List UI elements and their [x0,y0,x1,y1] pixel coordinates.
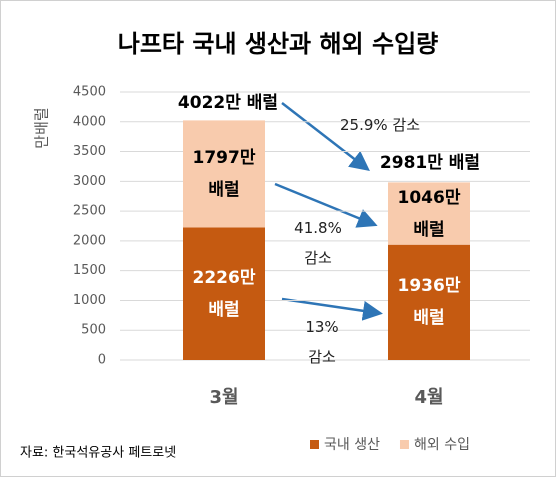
y-tick-label: 1000 [73,293,106,308]
legend-swatch [310,440,319,449]
value-label: 1046만 배럴 [397,187,461,240]
value-label: 1936만 배럴 [397,276,461,329]
y-tick-label: 3500 [73,144,106,159]
legend-swatch [399,440,409,449]
total-label: 4022만 배럴 [177,93,279,113]
bar-segment [388,244,470,360]
y-tick-label: 2000 [73,233,106,248]
bar-segment [183,120,265,228]
y-tick-label: 3000 [73,174,106,189]
y-tick-label: 1500 [73,263,106,278]
total-label: 2981만 배럴 [379,153,481,173]
source: 자료: 한국석유공사 페트로넷 [20,446,176,461]
y-tick-label: 4500 [73,85,106,100]
bar-segment [183,227,265,360]
chart-title: 나프타 국내 생산과 해외 수입량 [118,30,438,58]
arrows [274,102,383,321]
annotation: 41.8% 감소 [294,219,342,267]
bar-segment [388,182,470,245]
legend-label: 국내 생산 [324,437,380,453]
annotation: 13% 감소 [305,318,339,366]
value-label: 1797만 배럴 [192,147,256,200]
value-label: 2226만 배럴 [192,267,256,320]
y-axis-label: 만배럴 [33,107,51,148]
y-tick-label: 4000 [73,114,106,129]
y-tick-label: 500 [81,323,106,338]
annotation: 25.9% 감소 [339,116,421,134]
y-tick-label: 2500 [73,204,106,219]
x-tick-label: 3월 [209,387,238,408]
x-tick-label: 4월 [414,387,443,408]
legend-label: 해외 수입 [414,437,470,453]
y-tick-label: 0 [98,353,106,368]
